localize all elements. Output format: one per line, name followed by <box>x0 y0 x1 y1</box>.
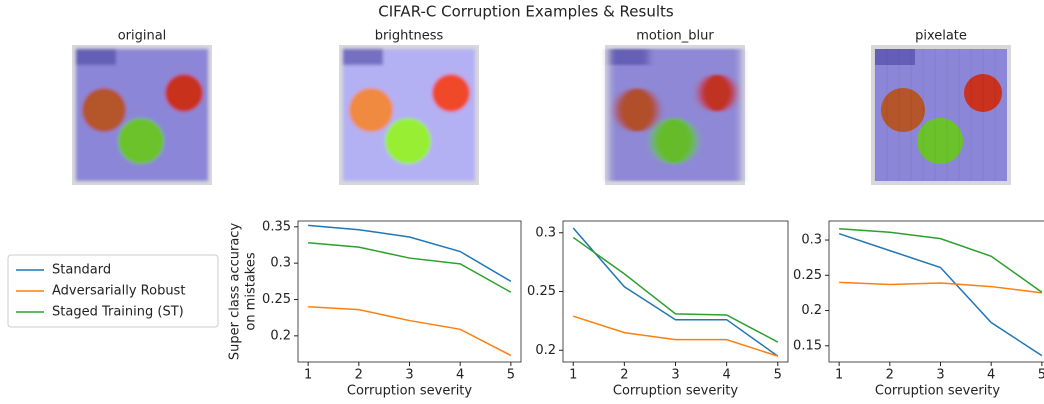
y-tick-label: 0.25 <box>527 284 556 299</box>
legend-box <box>7 254 219 328</box>
y-tick-label: 0.3 <box>801 233 822 248</box>
apple <box>881 88 925 132</box>
image-title: original <box>118 29 167 44</box>
image-content <box>609 49 741 181</box>
example-image <box>339 45 479 185</box>
plot-area <box>308 224 512 357</box>
data-line <box>839 281 1042 294</box>
image-shadow <box>609 49 649 65</box>
data-line <box>308 242 512 293</box>
apple <box>698 74 736 112</box>
x-tick-label: 5 <box>507 368 515 383</box>
example-image <box>605 45 745 185</box>
y-tick-label: 0.3 <box>535 225 556 240</box>
y-tick-label: 0.2 <box>801 303 822 318</box>
legend-label: Adversarially Robust <box>52 284 185 299</box>
data-line <box>572 315 779 357</box>
y-tick-label: 0.15 <box>793 338 822 353</box>
data-line <box>572 227 779 357</box>
figure-title: CIFAR-C Corruption Examples & Results <box>378 3 674 21</box>
image-content <box>874 49 1007 181</box>
x-tick-label: 4 <box>456 368 464 383</box>
y-axis-label: on mistakes <box>244 252 259 331</box>
y-tick-label: 0.3 <box>270 256 291 271</box>
y-tick-label: 0.35 <box>262 219 291 234</box>
y-tick-label: 0.25 <box>262 292 291 307</box>
axes-frame <box>562 220 789 363</box>
legend-label: Standard <box>52 263 111 278</box>
apple <box>615 88 659 132</box>
image-content <box>76 49 208 181</box>
data-line <box>838 232 1043 357</box>
y-tick-label: 0.25 <box>793 268 822 283</box>
y-tick-label: 0.2 <box>535 343 556 358</box>
apple <box>385 118 431 164</box>
y-axis-label: Super class accuracy <box>228 223 243 361</box>
axes-frame <box>828 220 1044 363</box>
data-line <box>308 224 512 282</box>
apple <box>165 74 203 112</box>
example-image <box>72 45 212 185</box>
x-axis-label: Corruption severity <box>875 384 1001 399</box>
plot-area <box>572 227 779 357</box>
image-shadow <box>343 49 383 65</box>
image-title: motion_blur <box>636 29 714 44</box>
x-tick-label: 2 <box>620 368 628 383</box>
apple <box>651 118 697 164</box>
image-shadow <box>76 49 116 65</box>
axes-frame <box>297 220 522 363</box>
x-tick-label: 3 <box>936 368 944 383</box>
legend-label: Staged Training (ST) <box>52 305 184 320</box>
image-title: brightness <box>375 29 444 44</box>
legend: Standard Adversarially Robust Staged Train… <box>7 254 219 328</box>
data-line <box>572 236 779 343</box>
x-tick-label: 4 <box>722 368 730 383</box>
x-tick-label: 5 <box>774 368 782 383</box>
apple <box>82 88 126 132</box>
x-tick-label: 5 <box>1038 368 1044 383</box>
x-axis-label: Corruption severity <box>613 384 739 399</box>
example-image <box>871 45 1011 185</box>
x-tick-label: 1 <box>569 368 577 383</box>
apple <box>118 118 164 164</box>
image-title: pixelate <box>915 29 967 44</box>
data-line <box>839 228 1043 293</box>
x-tick-label: 3 <box>671 368 679 383</box>
x-tick-label: 1 <box>835 368 843 383</box>
apple <box>432 74 470 112</box>
x-tick-label: 1 <box>304 368 312 383</box>
image-shadow <box>875 49 915 65</box>
apple <box>917 118 963 164</box>
plot-area <box>838 228 1043 357</box>
image-content <box>343 49 475 181</box>
data-line <box>308 306 512 357</box>
apple <box>964 74 1002 112</box>
x-tick-label: 3 <box>405 368 413 383</box>
y-tick-label: 0.2 <box>270 328 291 343</box>
x-axis-label: Corruption severity <box>347 384 473 399</box>
x-tick-label: 2 <box>886 368 894 383</box>
x-tick-label: 2 <box>355 368 363 383</box>
apple <box>349 88 393 132</box>
x-tick-label: 4 <box>987 368 995 383</box>
